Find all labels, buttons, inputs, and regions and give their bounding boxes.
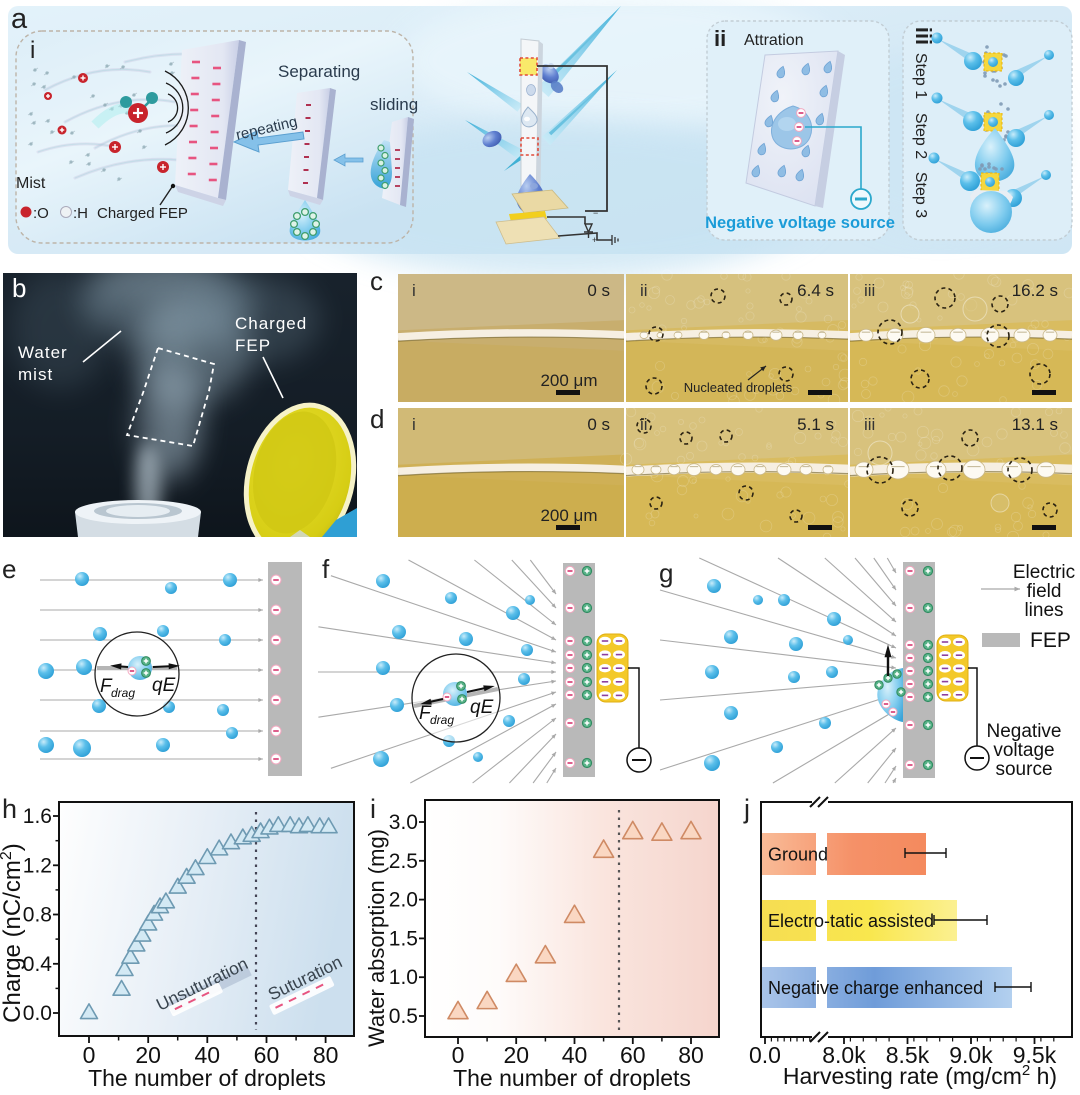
svg-text:1.5: 1.5 xyxy=(389,927,418,950)
svg-text:The number of droplets: The number of droplets xyxy=(88,1065,326,1090)
svg-text:Charge (nC/cm2): Charge (nC/cm2) xyxy=(0,843,26,1023)
svg-text:iii: iii xyxy=(911,27,936,45)
svg-text:60: 60 xyxy=(254,1042,280,1068)
svg-text:20: 20 xyxy=(503,1042,529,1068)
svg-text:mist: mist xyxy=(18,365,53,384)
svg-text:ii: ii xyxy=(640,415,648,434)
svg-text:9.5k: 9.5k xyxy=(1013,1042,1057,1068)
svg-text:drag: drag xyxy=(430,713,454,727)
svg-text:40: 40 xyxy=(562,1042,588,1068)
svg-text:Water absorption (mg): Water absorption (mg) xyxy=(364,829,389,1047)
svg-text:13.1 s: 13.1 s xyxy=(1012,415,1058,434)
svg-text:e: e xyxy=(2,554,16,584)
svg-text:Step 1: Step 1 xyxy=(912,53,929,99)
svg-text:i: i xyxy=(30,37,35,64)
svg-text:0.0: 0.0 xyxy=(23,1002,52,1025)
svg-text:1.0: 1.0 xyxy=(389,966,418,989)
svg-text:Negative: Negative xyxy=(987,721,1062,742)
svg-text:The number of droplets: The number of droplets xyxy=(453,1065,691,1090)
svg-text:1.2: 1.2 xyxy=(23,854,52,877)
svg-text:b: b xyxy=(12,273,26,303)
svg-text:FEP: FEP xyxy=(235,336,271,355)
svg-text:8.0k: 8.0k xyxy=(822,1042,866,1068)
svg-text:2.0: 2.0 xyxy=(389,889,418,912)
svg-text:source: source xyxy=(995,759,1052,780)
svg-text:0.0: 0.0 xyxy=(749,1042,781,1068)
svg-text:c: c xyxy=(370,266,383,296)
svg-text:f: f xyxy=(322,554,330,584)
svg-text:200 μm: 200 μm xyxy=(540,371,597,390)
svg-text:6.4 s: 6.4 s xyxy=(797,281,834,300)
svg-text:−: − xyxy=(593,208,598,218)
svg-text:Separating: Separating xyxy=(278,62,360,81)
svg-text:Attration: Attration xyxy=(744,32,804,49)
svg-text::O: :O xyxy=(33,205,49,222)
svg-text:i: i xyxy=(412,415,416,434)
svg-text:Mist: Mist xyxy=(16,175,46,192)
svg-text:sliding: sliding xyxy=(370,95,418,114)
svg-text:qE: qE xyxy=(152,675,176,696)
svg-text:qE: qE xyxy=(470,697,494,718)
svg-text:h: h xyxy=(2,794,17,824)
svg-text:Negative charge enhanced: Negative charge enhanced xyxy=(768,978,983,998)
svg-text:40: 40 xyxy=(195,1042,221,1068)
svg-text:3.0: 3.0 xyxy=(389,811,418,834)
svg-text:j: j xyxy=(743,794,750,824)
svg-text:0.8: 0.8 xyxy=(23,904,52,927)
svg-text:5.1 s: 5.1 s xyxy=(797,415,834,434)
svg-text:Ground: Ground xyxy=(768,845,828,865)
svg-text:lines: lines xyxy=(1024,600,1063,621)
svg-text:a: a xyxy=(11,3,28,35)
svg-text:0 s: 0 s xyxy=(587,415,610,434)
svg-text:ii: ii xyxy=(714,26,726,51)
svg-text::H: :H xyxy=(73,205,88,222)
svg-text:i: i xyxy=(370,794,376,824)
svg-text:2.5: 2.5 xyxy=(389,850,418,873)
svg-text:0: 0 xyxy=(83,1042,96,1068)
svg-text:ii: ii xyxy=(640,281,648,300)
svg-text:9.0k: 9.0k xyxy=(949,1042,993,1068)
svg-text:i: i xyxy=(412,281,416,300)
svg-text:iii: iii xyxy=(864,281,875,300)
svg-text:drag: drag xyxy=(111,686,135,700)
svg-text:+: + xyxy=(592,235,597,245)
svg-text:20: 20 xyxy=(135,1042,161,1068)
svg-text:F: F xyxy=(419,703,432,724)
svg-text:Negative voltage source: Negative voltage source xyxy=(705,214,895,232)
svg-text:Step 3: Step 3 xyxy=(912,172,929,218)
svg-text:field: field xyxy=(1027,581,1062,602)
svg-text:0 s: 0 s xyxy=(587,281,610,300)
svg-text:Step 2: Step 2 xyxy=(912,113,929,159)
svg-text:Electric: Electric xyxy=(1013,562,1075,583)
svg-text:80: 80 xyxy=(678,1042,704,1068)
svg-text:16.2 s: 16.2 s xyxy=(1012,281,1058,300)
svg-text:F: F xyxy=(100,676,113,697)
svg-text:1.6: 1.6 xyxy=(23,805,52,828)
svg-text:Nucleated droplets: Nucleated droplets xyxy=(684,380,793,395)
svg-text:d: d xyxy=(370,404,384,434)
svg-text:Water: Water xyxy=(18,343,68,362)
svg-text:iii: iii xyxy=(864,415,875,434)
svg-text:200 μm: 200 μm xyxy=(540,506,597,525)
svg-text:voltage: voltage xyxy=(993,740,1054,761)
svg-text:60: 60 xyxy=(620,1042,646,1068)
svg-text:0.4: 0.4 xyxy=(23,953,53,976)
svg-text:0: 0 xyxy=(452,1042,465,1068)
svg-text:Harvesting rate (mg/cm2 h): Harvesting rate (mg/cm2 h) xyxy=(783,1062,1057,1089)
svg-text:g: g xyxy=(659,558,673,588)
svg-text:Charged: Charged xyxy=(235,314,307,333)
svg-text:80: 80 xyxy=(313,1042,339,1068)
svg-text:8.5k: 8.5k xyxy=(886,1042,930,1068)
svg-text:0.5: 0.5 xyxy=(389,1005,418,1028)
svg-text:FEP: FEP xyxy=(1030,629,1071,652)
svg-text:Electro-tatic assisted: Electro-tatic assisted xyxy=(768,911,934,931)
svg-text:Charged FEP: Charged FEP xyxy=(97,205,188,222)
